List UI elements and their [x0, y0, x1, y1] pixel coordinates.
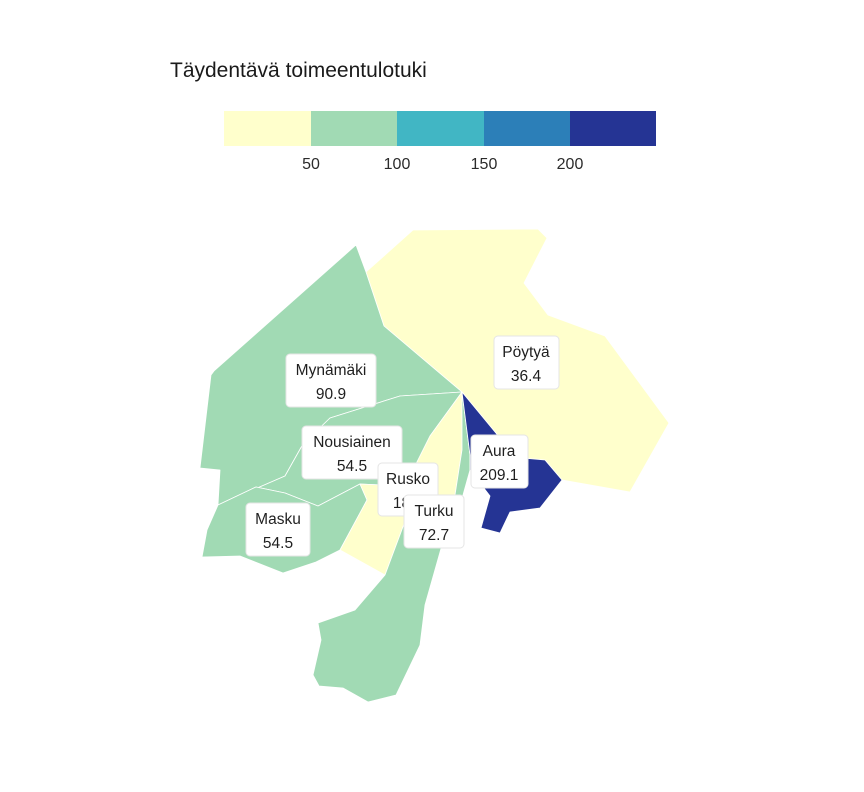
legend-bin-1 — [224, 111, 311, 146]
legend-tick-150: 150 — [471, 156, 498, 173]
legend-bin-4 — [484, 111, 570, 146]
label-value: 209.1 — [480, 467, 519, 484]
label-value: 54.5 — [337, 458, 367, 475]
label-value: 36.4 — [511, 368, 542, 385]
label-masku: Masku 54.5 — [245, 502, 311, 557]
label-name: Mynämäki — [296, 362, 367, 379]
legend-bin-5 — [570, 111, 656, 146]
label-name: Turku — [414, 503, 453, 520]
legend-bin-2 — [311, 111, 397, 146]
label-turku: Turku 72.7 — [403, 494, 465, 549]
label-name: Aura — [483, 443, 516, 460]
label-name: Rusko — [386, 471, 430, 488]
label-name: Masku — [255, 511, 301, 528]
label-poytya: Pöytyä 36.4 — [493, 335, 560, 390]
legend-tick-100: 100 — [384, 156, 411, 173]
map-title: Täydentävä toimeentulotuki — [170, 59, 427, 82]
label-name: Nousiainen — [313, 434, 391, 451]
label-value: 90.9 — [316, 386, 346, 403]
legend-tick-50: 50 — [302, 156, 320, 173]
label-value: 54.5 — [263, 535, 293, 552]
legend-tick-200: 200 — [557, 156, 584, 173]
color-legend: 50 100 150 200 — [224, 111, 656, 173]
label-name: Pöytyä — [502, 344, 550, 361]
legend-bin-3 — [397, 111, 484, 146]
label-nousiainen: Nousiainen 54.5 — [301, 425, 403, 480]
label-mynamaki: Mynämäki 90.9 — [285, 353, 377, 408]
label-aura: Aura 209.1 — [470, 434, 529, 489]
label-value: 72.7 — [419, 527, 449, 544]
region-labels: Mynämäki 90.9 Pöytyä 36.4 Nousiainen 54.… — [245, 335, 560, 557]
